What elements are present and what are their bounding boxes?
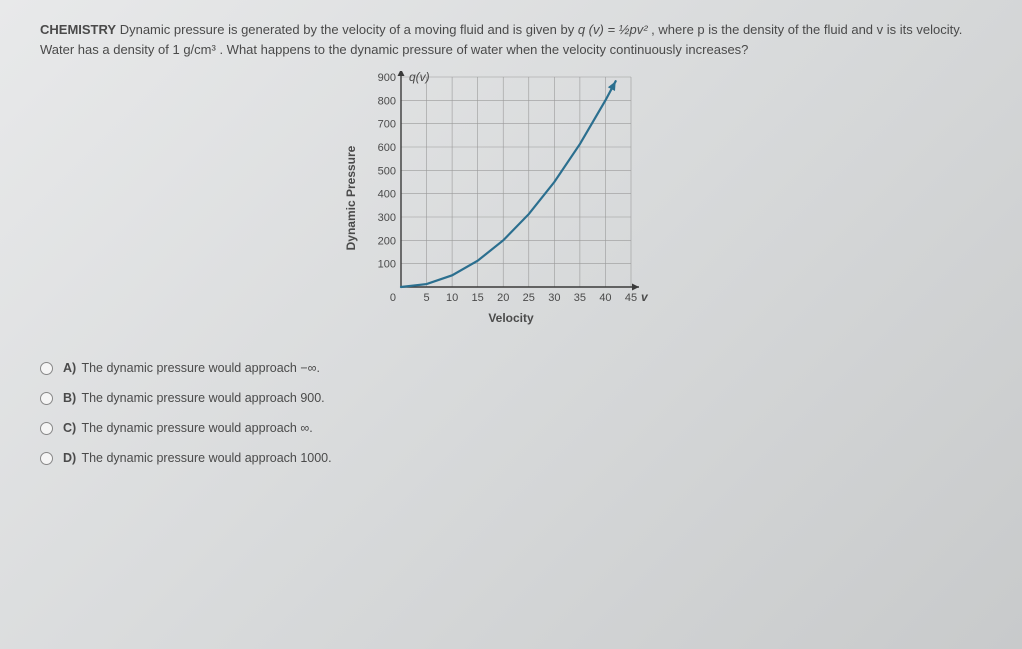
svg-text:15: 15 <box>472 292 484 304</box>
option-label: B) The dynamic pressure would approach 9… <box>63 391 325 405</box>
svg-text:900: 900 <box>378 72 396 84</box>
option-c[interactable]: C) The dynamic pressure would approach ∞… <box>40 421 982 435</box>
q-line2b: . What happens to the dynamic pressure o… <box>219 42 748 57</box>
question-text: CHEMISTRY Dynamic pressure is generated … <box>40 20 980 59</box>
option-label: C) The dynamic pressure would approach ∞… <box>63 421 313 435</box>
density: 1 g/cm³ <box>172 42 215 57</box>
option-label: D) The dynamic pressure would approach 1… <box>63 451 332 465</box>
svg-text:600: 600 <box>378 142 396 154</box>
chart-container: Dynamic Pressure 51015202530354045100200… <box>361 71 661 325</box>
q-line1b: , where p is the density of the fluid an… <box>651 22 962 37</box>
svg-text:200: 200 <box>378 235 396 247</box>
q-line2a: Water has a density of <box>40 42 172 57</box>
svg-text:10: 10 <box>446 292 458 304</box>
svg-text:20: 20 <box>497 292 509 304</box>
svg-text:400: 400 <box>378 189 396 201</box>
q-line1a: Dynamic pressure is generated by the vel… <box>120 22 578 37</box>
svg-text:v: v <box>641 290 649 304</box>
formula: q (v) = ½pv² <box>578 22 648 37</box>
answer-options: A) The dynamic pressure would approach −… <box>40 361 982 465</box>
radio-icon[interactable] <box>40 452 53 465</box>
option-label: A) The dynamic pressure would approach −… <box>63 361 320 375</box>
svg-text:35: 35 <box>574 292 586 304</box>
svg-text:q(v): q(v) <box>409 71 430 84</box>
svg-text:5: 5 <box>423 292 429 304</box>
svg-text:300: 300 <box>378 212 396 224</box>
option-d[interactable]: D) The dynamic pressure would approach 1… <box>40 451 982 465</box>
svg-text:100: 100 <box>378 259 396 271</box>
svg-text:25: 25 <box>523 292 535 304</box>
svg-text:0: 0 <box>390 292 396 304</box>
option-a[interactable]: A) The dynamic pressure would approach −… <box>40 361 982 375</box>
svg-text:40: 40 <box>599 292 611 304</box>
dynamic-pressure-chart: 5 10 15 20 25 30 35 40 45 100 200 300 400 500 600 700 80… <box>361 71 651 309</box>
svg-text:800: 800 <box>378 95 396 107</box>
svg-text:700: 700 <box>378 119 396 131</box>
x-axis-label: Velocity <box>361 311 661 325</box>
y-axis-label: Dynamic Pressure <box>344 146 358 251</box>
radio-icon[interactable] <box>40 422 53 435</box>
radio-icon[interactable] <box>40 362 53 375</box>
svg-text:500: 500 <box>378 165 396 177</box>
svg-text:45: 45 <box>625 292 637 304</box>
svg-text:30: 30 <box>548 292 560 304</box>
radio-icon[interactable] <box>40 392 53 405</box>
subject-label: CHEMISTRY <box>40 22 116 37</box>
option-b[interactable]: B) The dynamic pressure would approach 9… <box>40 391 982 405</box>
